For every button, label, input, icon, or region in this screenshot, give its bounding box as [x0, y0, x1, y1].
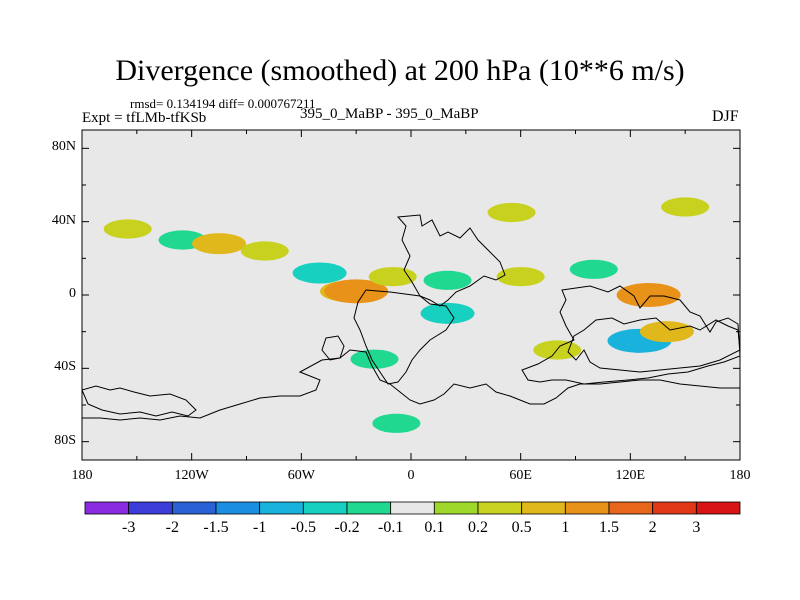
colorbar-label: 1: [561, 519, 570, 536]
colorbar-swatch: [477, 501, 523, 515]
anomaly-blob: [616, 283, 681, 307]
colorbar-label: 3: [692, 519, 701, 536]
stats-line: rmsd= 0.134194 diff= 0.000767211: [130, 96, 316, 111]
colorbar-label: 0.5: [511, 519, 532, 536]
colorbar-label: 2: [648, 519, 657, 536]
colorbar-swatch: [564, 501, 610, 515]
colorbar-swatch: [433, 501, 479, 515]
anomaly-blob: [420, 302, 475, 324]
colorbar-label: 0.2: [468, 519, 488, 536]
chart-title: Divergence (smoothed) at 200 hPa (10**6 …: [115, 54, 685, 87]
greenland-outline: [321, 335, 345, 361]
colorbar-swatch: [259, 501, 304, 515]
y-tick-label: 40N: [51, 212, 76, 228]
experiment-label: Expt = tfLMb-tfKSb: [82, 110, 207, 126]
south-america-outline: [521, 285, 740, 385]
anomaly-blob: [292, 262, 347, 284]
colorbar-swatch: [390, 501, 435, 515]
antarctica-west-outline: [82, 385, 197, 417]
colorbar-swatch: [608, 501, 654, 515]
colorbar-label: -1: [252, 519, 267, 536]
continent-outlines: [82, 214, 740, 460]
colorbar-swatch: [215, 501, 261, 515]
anomaly-blob: [496, 267, 545, 287]
colorbar-swatch: [128, 501, 173, 515]
africa-outline: [353, 289, 455, 385]
anomaly-blob: [423, 270, 472, 290]
x-tick-label: 120E: [615, 468, 646, 483]
colorbar-label: 0.1: [424, 519, 445, 536]
colorbar-swatch: [695, 501, 741, 515]
anomaly-blob: [103, 219, 152, 239]
australia-outline: [567, 317, 740, 373]
anomaly-blob: [661, 197, 710, 217]
y-tick-label: 0: [69, 286, 76, 301]
anomaly-blob: [350, 349, 399, 369]
x-tick-label: 180: [729, 468, 751, 483]
antarctica-east-outline: [82, 349, 740, 460]
colorbar-label: -0.1: [377, 519, 404, 536]
y-tick-label: 80N: [51, 139, 76, 155]
anomaly-blob: [324, 279, 389, 304]
anomaly-blob: [372, 413, 421, 433]
eurasia-outline: [396, 214, 506, 307]
colorbar-label: -0.2: [334, 519, 360, 536]
anomaly-blob: [368, 267, 417, 287]
anomaly-blob: [487, 202, 536, 223]
colorbar-swatch: [171, 501, 217, 515]
difference-label: 395_0_MaBP - 395_0_MaBP: [300, 106, 479, 122]
colorbar-swatch: [652, 501, 697, 515]
x-tick-label: 60W: [287, 468, 315, 483]
anomaly-blob: [639, 321, 694, 343]
colorbar-label: -1.5: [203, 519, 229, 536]
colorbar-label: 1.5: [599, 519, 619, 536]
y-tick-label: 40S: [54, 359, 76, 375]
y-tick-label: 80S: [54, 432, 76, 448]
season-label: DJF: [712, 108, 739, 125]
anomaly-blob: [192, 233, 247, 255]
colorbar-swatch: [346, 501, 392, 515]
colorbar-label: -2: [165, 519, 179, 536]
x-tick-label: 120W: [174, 468, 209, 483]
anomaly-blob: [569, 259, 618, 279]
x-tick-label: 0: [407, 468, 415, 483]
x-tick-label: 60E: [509, 468, 532, 483]
anomaly-blob: [240, 241, 289, 261]
colorbar-swatch: [521, 501, 566, 515]
colorbar-swatch: [84, 501, 130, 515]
colorbar-swatch: [302, 501, 348, 515]
x-tick-label: 180: [71, 468, 93, 483]
colorbar-label: -3: [121, 519, 136, 536]
colorbar-label: -0.5: [290, 519, 316, 536]
